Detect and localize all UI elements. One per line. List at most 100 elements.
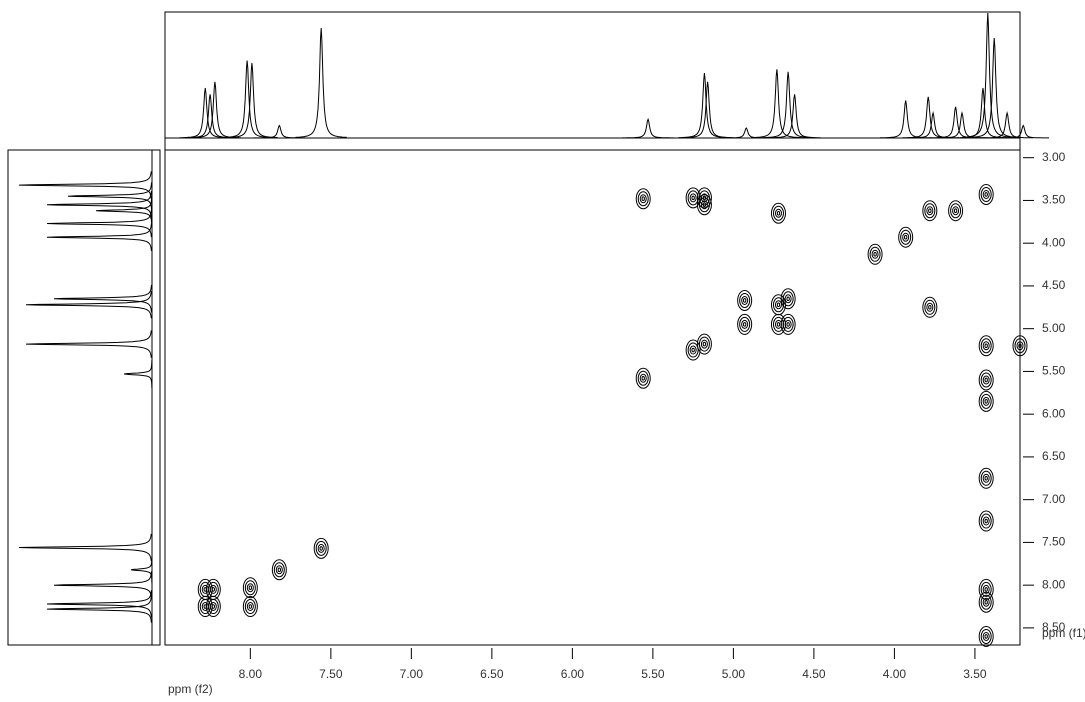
cross-peak: [867, 243, 883, 265]
contour: [948, 200, 964, 222]
contour: [689, 345, 697, 355]
contour: [922, 296, 938, 318]
contour: [244, 599, 256, 615]
contour: [873, 252, 877, 257]
contour: [984, 377, 988, 383]
contour: [275, 565, 283, 575]
contour: [926, 302, 934, 312]
contour: [903, 234, 908, 240]
top-projection-peak: [751, 69, 803, 139]
contour: [635, 188, 651, 210]
cross-peak: [978, 467, 994, 489]
left-projection-peak: [46, 209, 152, 238]
contour: [984, 599, 988, 605]
top-projection-peak: [768, 94, 821, 139]
y-tick-label: 5.50: [1042, 364, 1066, 378]
cross-peak: [922, 296, 938, 318]
contour: [687, 342, 699, 358]
cross-peak: [978, 591, 994, 613]
top-projection-frame: [164, 11, 1021, 151]
cross-peak: [978, 625, 994, 647]
contour: [774, 208, 782, 218]
left-projection-peak: [46, 223, 152, 251]
contour: [774, 319, 782, 329]
y-tick-label: 3.00: [1042, 150, 1066, 164]
contour: [696, 187, 712, 209]
cross-peak: [978, 335, 994, 357]
left-projection-peak: [18, 533, 152, 562]
x-tick-label: 6.50: [480, 667, 504, 681]
left-projection-peak: [18, 171, 152, 199]
contour: [700, 200, 708, 210]
contour: [980, 581, 992, 597]
contour: [772, 205, 784, 221]
x-tick-label: 7.50: [319, 667, 343, 681]
y-tick-label: 8.50: [1042, 620, 1066, 634]
y-tick-label: 4.50: [1042, 278, 1066, 292]
y-tick-label: 6.00: [1042, 406, 1066, 420]
contour: [737, 313, 753, 335]
contour: [984, 518, 988, 524]
contour: [978, 510, 994, 532]
contour: [984, 587, 988, 592]
contour: [702, 341, 707, 347]
contour: [246, 583, 254, 593]
cross-peak: [978, 390, 994, 412]
top-projection-peak: [253, 124, 306, 139]
contour: [924, 299, 936, 315]
contour: [982, 189, 990, 199]
contour: [639, 194, 647, 204]
contour: [980, 628, 992, 644]
contour: [205, 596, 221, 618]
cross-peak: [242, 577, 258, 599]
contour: [700, 339, 708, 349]
contour: [978, 591, 994, 613]
contour: [639, 373, 647, 383]
left-projection-frame: [7, 149, 161, 646]
contour: [209, 584, 217, 594]
contour: [1016, 341, 1024, 351]
contour: [867, 243, 883, 265]
contour: [211, 587, 216, 592]
contour: [784, 294, 792, 304]
contour: [982, 516, 990, 526]
top-projection-peak: [907, 111, 959, 139]
contour: [696, 194, 712, 216]
cross-peak: [978, 510, 994, 532]
cross-peak: [313, 537, 329, 559]
x-tick-label: 6.00: [561, 667, 585, 681]
contour: [277, 567, 282, 573]
contour: [982, 396, 990, 406]
contour: [982, 375, 990, 385]
contour: [980, 338, 992, 354]
top-projection-peak: [226, 62, 278, 139]
x-axis-label: ppm (f2): [168, 682, 213, 696]
left-projection-peak: [25, 291, 152, 319]
contour: [984, 634, 988, 639]
contour: [687, 190, 699, 206]
contour: [772, 297, 784, 313]
contour: [928, 208, 932, 213]
contour: [982, 341, 990, 351]
contour: [980, 372, 992, 388]
top-projection-peak: [678, 72, 731, 139]
x-tick-label: 4.00: [883, 667, 907, 681]
contour: [273, 562, 285, 578]
cross-peak: [635, 188, 651, 210]
contour: [782, 291, 794, 307]
left-projection-peak: [46, 595, 152, 623]
cross-peak: [737, 313, 753, 335]
cross-peak: [978, 369, 994, 391]
left-projection-peak: [130, 556, 153, 584]
cross-peak: [242, 596, 258, 618]
top-projection-peak: [189, 81, 241, 139]
cross-peak: [685, 339, 701, 361]
left-projection-peak: [53, 284, 152, 313]
contour: [696, 333, 712, 355]
left-projection-peak: [53, 571, 152, 599]
contour: [924, 203, 936, 219]
contour: [952, 206, 960, 216]
contour: [982, 631, 990, 641]
contour: [315, 540, 327, 556]
